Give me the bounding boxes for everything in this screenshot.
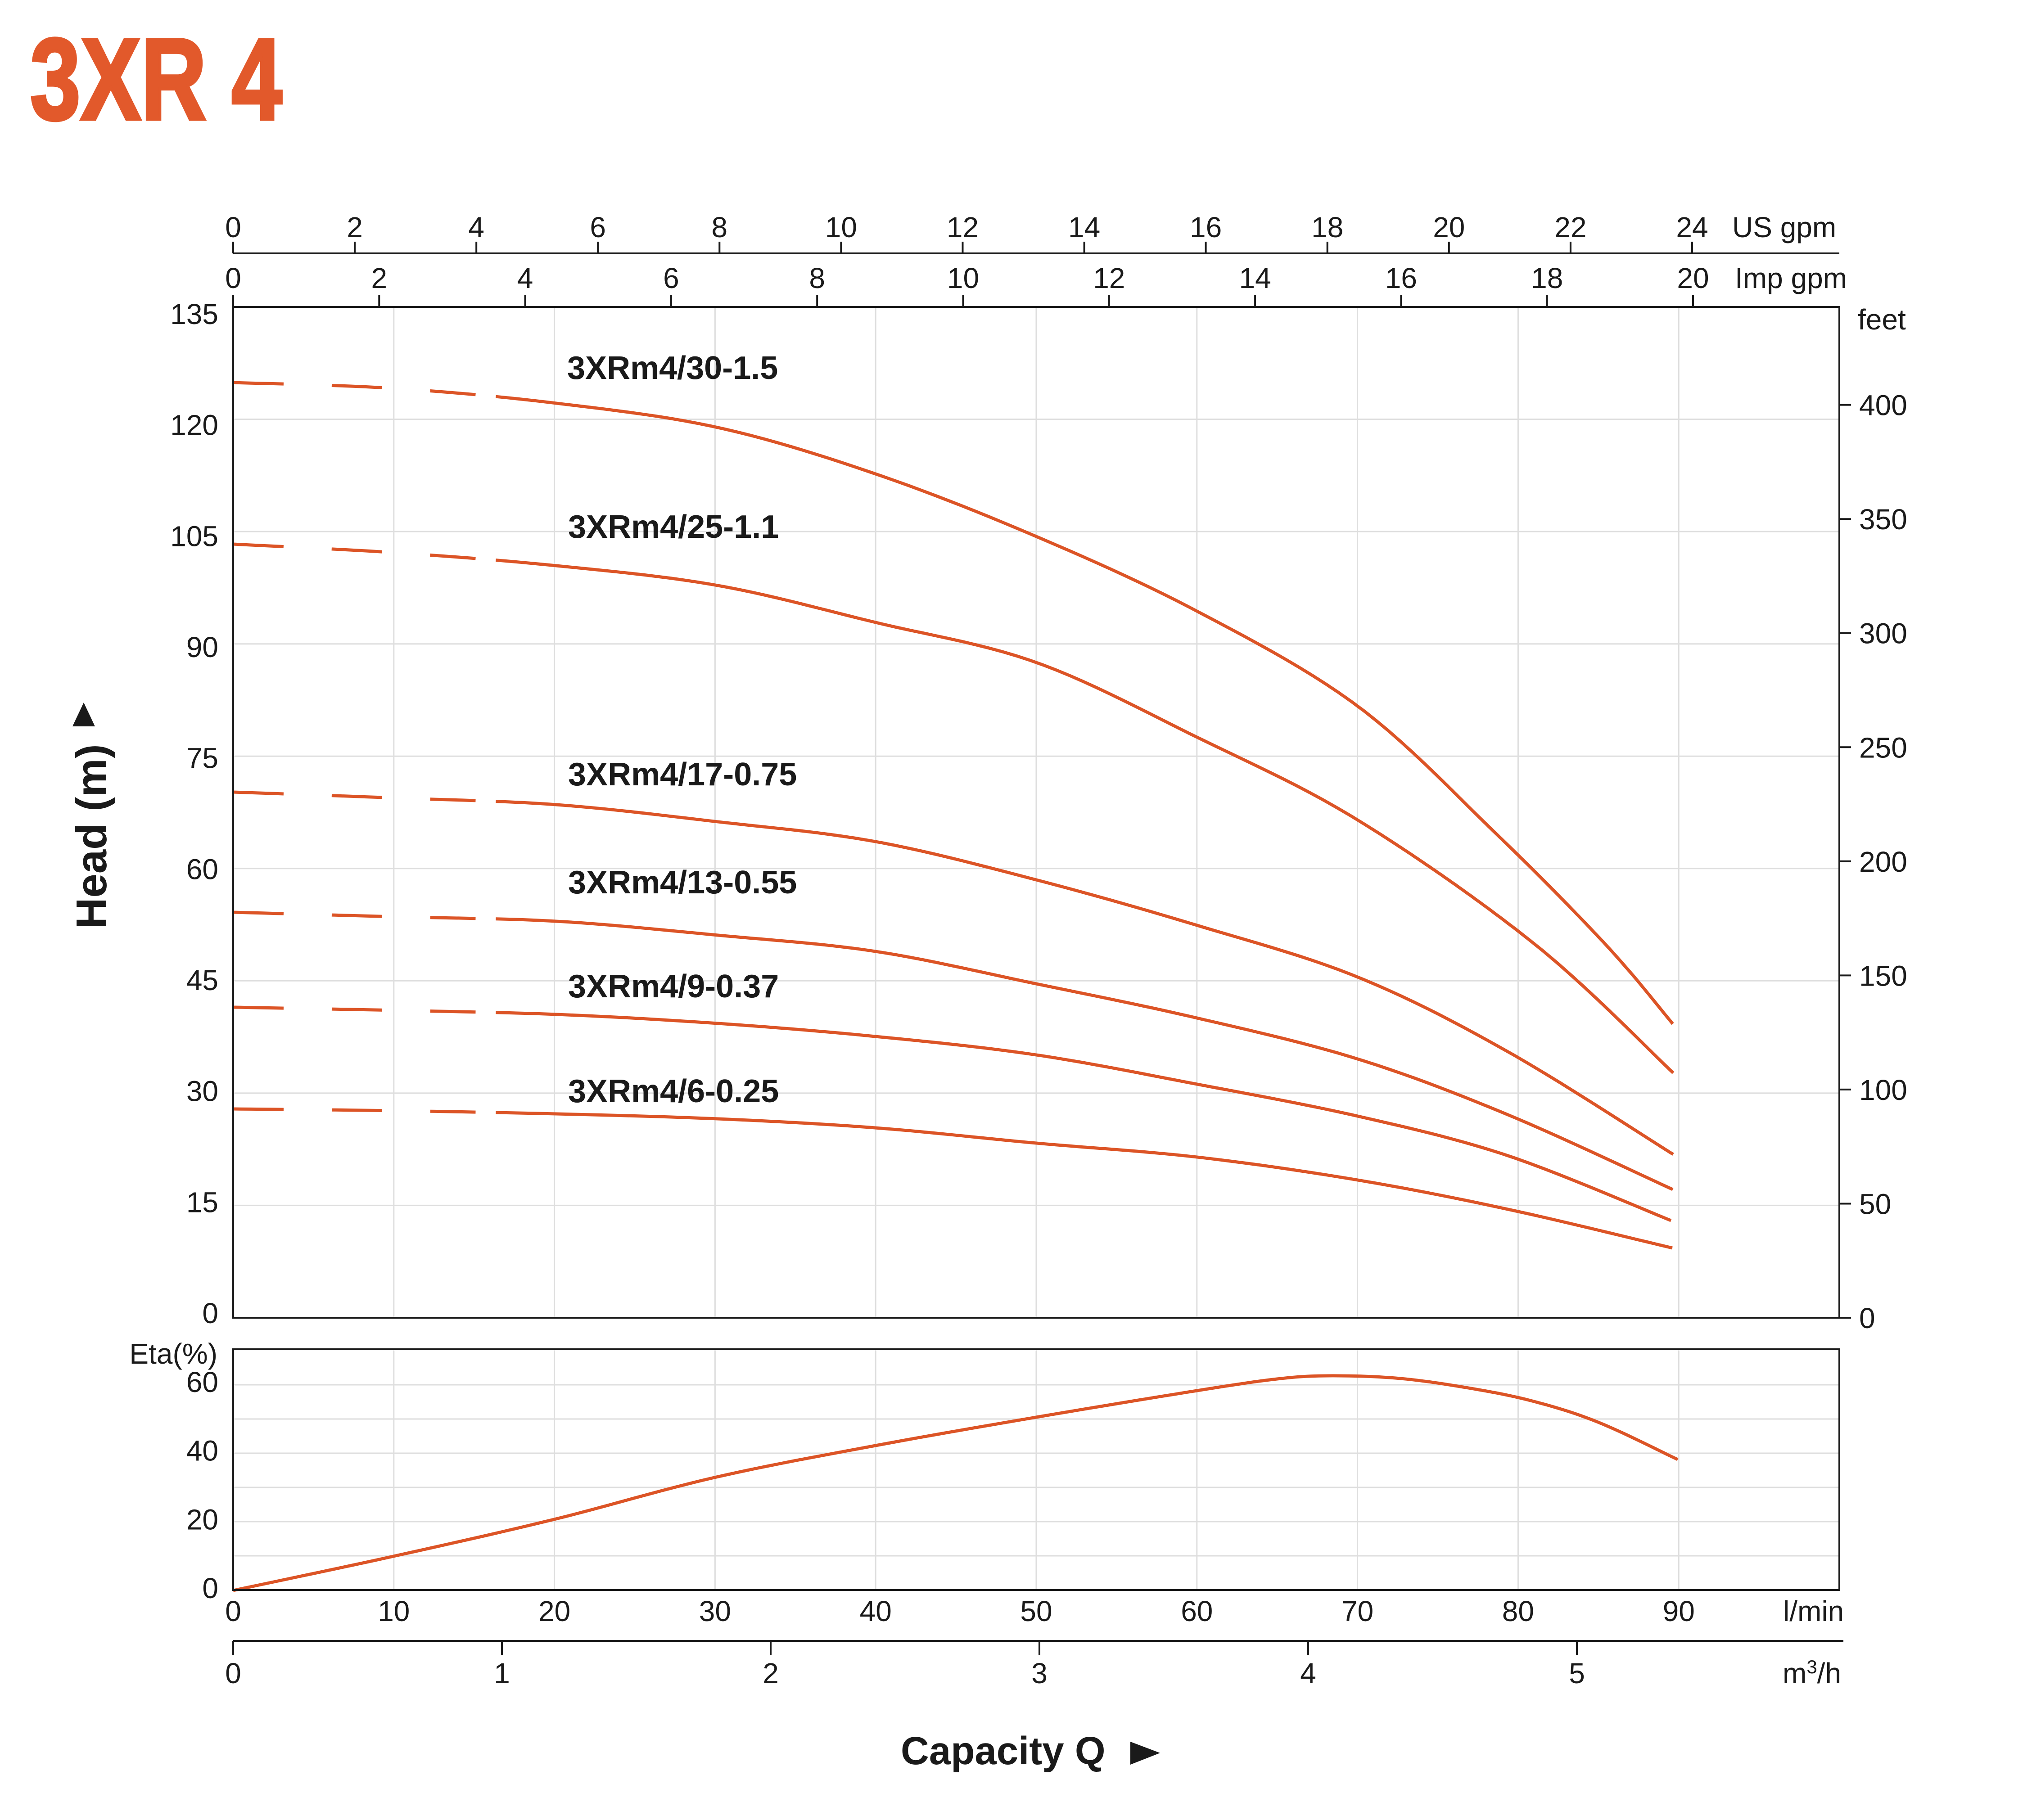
svg-text:10: 10 <box>825 211 857 243</box>
svg-text:70: 70 <box>1341 1595 1373 1627</box>
svg-text:0: 0 <box>225 262 241 294</box>
svg-text:2: 2 <box>763 1657 779 1689</box>
svg-text:l/min: l/min <box>1783 1595 1844 1627</box>
svg-text:8: 8 <box>809 262 825 294</box>
svg-text:0: 0 <box>225 1657 241 1689</box>
svg-text:0: 0 <box>202 1572 218 1604</box>
svg-text:200: 200 <box>1859 846 1907 878</box>
svg-text:2: 2 <box>371 262 388 294</box>
svg-text:3XR 4: 3XR 4 <box>30 15 282 144</box>
svg-text:150: 150 <box>1859 960 1907 992</box>
svg-text:90: 90 <box>1663 1595 1695 1627</box>
svg-text:8: 8 <box>712 211 728 243</box>
svg-text:300: 300 <box>1859 617 1907 650</box>
svg-text:15: 15 <box>186 1186 218 1218</box>
svg-text:6: 6 <box>663 262 679 294</box>
svg-text:100: 100 <box>1859 1074 1907 1106</box>
svg-text:20: 20 <box>1433 211 1465 243</box>
svg-text:0: 0 <box>225 211 241 243</box>
svg-text:135: 135 <box>170 298 218 330</box>
svg-text:feet: feet <box>1858 303 1906 336</box>
svg-text:120: 120 <box>170 409 218 441</box>
svg-text:24: 24 <box>1676 211 1708 243</box>
svg-text:20: 20 <box>538 1595 570 1627</box>
svg-text:4: 4 <box>517 262 533 294</box>
svg-text:50: 50 <box>1020 1595 1052 1627</box>
svg-text:90: 90 <box>186 631 218 663</box>
svg-text:0: 0 <box>225 1595 241 1627</box>
svg-text:3: 3 <box>1031 1657 1048 1689</box>
svg-text:12: 12 <box>947 211 979 243</box>
svg-text:60: 60 <box>186 1366 218 1398</box>
svg-text:Head (m): Head (m) <box>68 744 116 929</box>
svg-text:10: 10 <box>378 1595 410 1627</box>
svg-text:0: 0 <box>1859 1302 1875 1334</box>
svg-text:30: 30 <box>186 1075 218 1108</box>
svg-text:3XRm4/13-0.55: 3XRm4/13-0.55 <box>568 865 797 901</box>
svg-text:12: 12 <box>1093 262 1125 294</box>
svg-text:Eta(%): Eta(%) <box>129 1338 217 1370</box>
svg-text:1: 1 <box>494 1657 510 1689</box>
svg-text:14: 14 <box>1068 211 1100 243</box>
svg-text:22: 22 <box>1554 211 1586 243</box>
svg-text:50: 50 <box>1859 1188 1891 1221</box>
svg-text:14: 14 <box>1239 262 1271 294</box>
svg-text:40: 40 <box>186 1435 218 1467</box>
svg-text:5: 5 <box>1569 1657 1585 1689</box>
svg-text:45: 45 <box>186 964 218 996</box>
svg-text:350: 350 <box>1859 503 1907 536</box>
svg-text:3XRm4/30-1.5: 3XRm4/30-1.5 <box>567 350 778 386</box>
svg-text:10: 10 <box>947 262 979 294</box>
svg-text:30: 30 <box>699 1595 731 1627</box>
svg-text:250: 250 <box>1859 731 1907 764</box>
svg-text:18: 18 <box>1311 211 1343 243</box>
svg-text:80: 80 <box>1502 1595 1534 1627</box>
svg-text:400: 400 <box>1859 389 1907 422</box>
svg-text:40: 40 <box>860 1595 892 1627</box>
svg-text:3XRm4/17-0.75: 3XRm4/17-0.75 <box>568 757 797 793</box>
svg-text:18: 18 <box>1531 262 1563 294</box>
svg-text:60: 60 <box>186 853 218 885</box>
svg-text:3XRm4/25-1.1: 3XRm4/25-1.1 <box>568 509 779 545</box>
svg-text:6: 6 <box>590 211 606 243</box>
svg-text:4: 4 <box>1300 1657 1316 1689</box>
svg-text:75: 75 <box>186 742 218 775</box>
svg-text:16: 16 <box>1190 211 1222 243</box>
svg-text:Capacity Q: Capacity Q <box>901 1729 1106 1773</box>
svg-text:Imp gpm: Imp gpm <box>1735 262 1847 294</box>
svg-text:3XRm4/6-0.25: 3XRm4/6-0.25 <box>568 1073 779 1109</box>
svg-text:2: 2 <box>347 211 363 243</box>
svg-text:105: 105 <box>170 520 218 552</box>
svg-text:US gpm: US gpm <box>1732 211 1836 243</box>
svg-text:4: 4 <box>468 211 484 243</box>
svg-text:0: 0 <box>202 1297 218 1329</box>
svg-text:20: 20 <box>1677 262 1709 294</box>
svg-text:16: 16 <box>1385 262 1417 294</box>
svg-text:20: 20 <box>186 1503 218 1536</box>
svg-text:3XRm4/9-0.37: 3XRm4/9-0.37 <box>568 969 779 1005</box>
svg-text:60: 60 <box>1181 1595 1213 1627</box>
